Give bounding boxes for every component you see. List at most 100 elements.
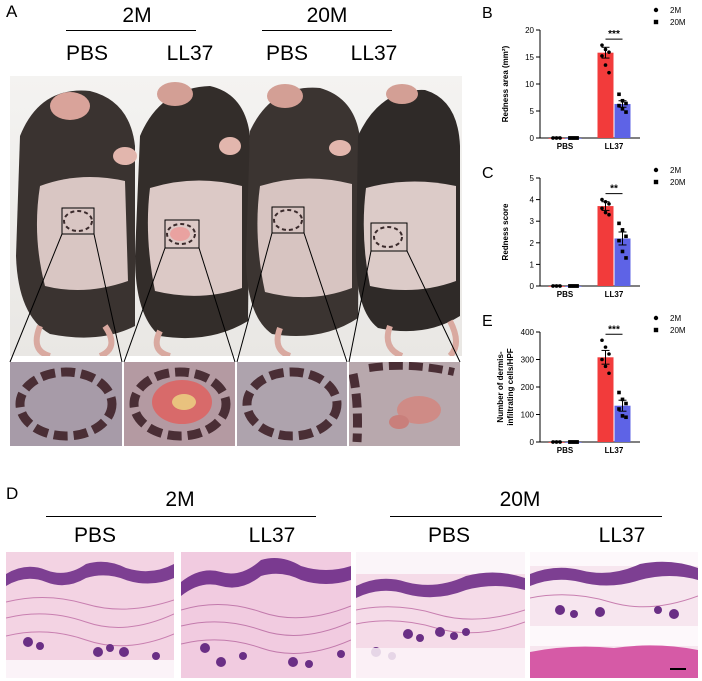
- data-point: [624, 415, 628, 420]
- data-point: [617, 407, 621, 411]
- legend-label-20m: 20M: [670, 178, 686, 187]
- data-point: [575, 136, 579, 140]
- panel-a-group-2m-rule: [66, 30, 196, 31]
- y-tick-label: 5: [530, 174, 535, 183]
- x-tick-label: LL37: [605, 290, 624, 299]
- data-point: [617, 390, 621, 395]
- y-tick-label: 100: [521, 411, 535, 420]
- mice-photograph: [10, 76, 462, 356]
- chart-b-redness-area: B 0 5 10 15 20 Redness area (mm²) PBS LL37 *** 2M 2…: [482, 5, 686, 151]
- data-point: [607, 352, 611, 356]
- legend-marker-20m: [653, 327, 659, 333]
- panel-d-2m-pbs-label: PBS: [73, 524, 117, 547]
- panel-letter-d: D: [6, 484, 19, 503]
- data-point: [600, 338, 604, 343]
- data-point: [551, 440, 555, 444]
- panel-a-20m-ll37-label: LL37: [350, 42, 398, 65]
- y-tick-label: 0: [530, 438, 535, 447]
- panel-d-group-2m-label: 2M: [165, 488, 195, 511]
- y-axis-label: Redness area (mm²): [501, 45, 510, 122]
- y-tick-label: 5: [530, 107, 535, 116]
- bar: [597, 206, 614, 286]
- inset-2m-ll37: [124, 362, 235, 446]
- data-point: [558, 440, 562, 444]
- legend-label-20m: 20M: [670, 326, 686, 335]
- data-point: [568, 136, 572, 140]
- data-point: [607, 70, 611, 75]
- data-point: [603, 210, 608, 215]
- legend-marker-2m: [653, 7, 659, 13]
- x-tick-label: PBS: [557, 446, 574, 455]
- data-point: [600, 54, 604, 58]
- y-tick-label: 0: [530, 134, 535, 143]
- significance-label: **: [610, 184, 618, 195]
- data-point: [568, 440, 572, 444]
- chart-e-infiltrating-cells: E 0 100 200 300 400 Number of dermis-infiltrat…: [482, 313, 686, 455]
- data-point: [554, 440, 559, 444]
- data-point: [620, 397, 625, 402]
- panel-d-group-20m-rule: [390, 516, 662, 517]
- data-point: [575, 440, 579, 444]
- legend-marker-2m: [653, 167, 659, 173]
- y-tick-label: 20: [525, 26, 534, 35]
- y-tick-label: 3: [530, 217, 535, 226]
- panel-a-2m-ll37-label: LL37: [166, 42, 214, 65]
- histology-20m-pbs: [356, 552, 525, 678]
- data-point: [551, 136, 555, 140]
- data-point: [624, 110, 628, 114]
- mouse-20m-ll37: [356, 84, 460, 356]
- panel-a-group-2m-label: 2M: [122, 4, 152, 27]
- data-point: [617, 103, 621, 108]
- data-point: [624, 101, 628, 106]
- panel-a-group-20m-label: 20M: [306, 4, 348, 27]
- panel-d-group-2m-rule: [46, 516, 316, 517]
- data-point: [551, 284, 555, 288]
- data-point: [575, 284, 579, 288]
- y-tick-label: 200: [521, 383, 535, 392]
- y-tick-label: 0: [530, 282, 535, 291]
- bar: [614, 238, 631, 286]
- panel-a-group-20m-rule: [262, 30, 392, 31]
- data-point: [568, 284, 572, 288]
- legend-marker-2m: [653, 315, 659, 321]
- mouse-2m-pbs: [16, 90, 137, 356]
- data-point: [554, 136, 559, 140]
- legend-label-2m: 2M: [670, 166, 681, 175]
- y-tick-label: 2: [530, 239, 535, 248]
- significance-label: ***: [608, 29, 620, 40]
- data-point: [600, 206, 604, 211]
- inset-20m-pbs: [237, 362, 347, 446]
- x-tick-label: LL37: [605, 446, 624, 455]
- legend-label-2m: 2M: [670, 314, 681, 323]
- data-point: [603, 199, 608, 204]
- data-point: [607, 202, 611, 206]
- data-point: [571, 136, 576, 140]
- zoom-connector-lines: [9, 232, 461, 363]
- significance-label: ***: [608, 324, 620, 335]
- data-point: [600, 43, 604, 47]
- data-point: [620, 98, 625, 103]
- data-point: [603, 47, 608, 52]
- legend-marker-20m: [653, 19, 659, 25]
- data-point: [571, 284, 576, 288]
- inset-20m-ll37: [349, 362, 460, 446]
- data-point: [607, 371, 611, 376]
- data-point: [607, 212, 611, 217]
- data-point: [624, 401, 628, 406]
- data-point: [603, 364, 608, 369]
- chart-c-redness-score: C 0 1 2 3 4 5 Redness score PBS LL37 ** 2M 20M: [482, 165, 686, 299]
- histology-2m-ll37: [181, 552, 351, 678]
- data-point: [600, 357, 604, 362]
- data-point: [603, 63, 608, 67]
- data-point: [620, 228, 625, 232]
- x-tick-label: PBS: [557, 290, 574, 299]
- data-point: [603, 345, 608, 349]
- mouse-2m-ll37: [135, 82, 250, 356]
- panel-letter-a: A: [6, 2, 18, 21]
- data-point: [554, 284, 559, 288]
- legend-label-2m: 2M: [670, 6, 681, 15]
- panel-a-2m-pbs-label: PBS: [65, 42, 109, 65]
- data-point: [617, 221, 621, 226]
- data-point: [600, 197, 604, 202]
- data-point: [571, 440, 576, 444]
